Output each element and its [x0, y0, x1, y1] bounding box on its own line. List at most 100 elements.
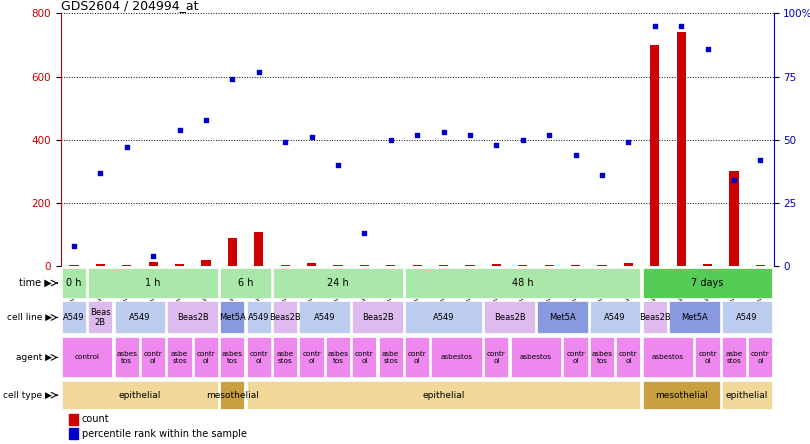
Point [67, 242, 80, 250]
Point [569, 151, 582, 159]
Point [305, 134, 318, 141]
Bar [669, 301, 720, 333]
Text: asbestos: asbestos [441, 354, 473, 361]
Bar [492, 264, 501, 266]
Text: cell type ▶: cell type ▶ [3, 391, 52, 400]
Bar [168, 301, 218, 333]
Text: Beas
2B: Beas 2B [90, 308, 111, 327]
Bar [280, 265, 290, 266]
Text: contr
ol: contr ol [487, 351, 505, 364]
Text: contr
ol: contr ol [751, 351, 769, 364]
Bar [642, 337, 693, 377]
Point [279, 139, 292, 146]
Bar [273, 268, 403, 298]
Text: time ▶: time ▶ [19, 278, 52, 288]
Bar [88, 301, 113, 333]
Point [437, 129, 450, 136]
Bar [62, 301, 86, 333]
Point [701, 45, 714, 52]
Text: Met5A: Met5A [681, 313, 708, 322]
Text: 0 h: 0 h [66, 278, 82, 288]
Point [94, 169, 107, 176]
Bar [564, 337, 588, 377]
Point [463, 131, 476, 139]
Bar [352, 337, 377, 377]
Bar [96, 264, 105, 266]
Text: 1 h: 1 h [146, 278, 161, 288]
Bar [432, 337, 482, 377]
Bar [729, 171, 739, 266]
Point [411, 131, 424, 139]
Text: Beas2B: Beas2B [177, 313, 209, 322]
Text: A549: A549 [248, 313, 270, 322]
Bar [722, 381, 773, 409]
Bar [405, 268, 641, 298]
Bar [307, 262, 316, 266]
Text: asbestos: asbestos [652, 354, 684, 361]
Bar [220, 268, 271, 298]
Bar [273, 337, 297, 377]
Text: contr
ol: contr ol [407, 351, 427, 364]
Bar [220, 301, 245, 333]
Bar [228, 238, 237, 266]
Bar [148, 262, 158, 266]
Text: control: control [75, 354, 100, 361]
Text: 6 h: 6 h [238, 278, 254, 288]
Point [252, 68, 265, 75]
Text: epithelial: epithelial [422, 391, 465, 400]
Point [727, 177, 740, 184]
Bar [220, 337, 245, 377]
Point [648, 22, 661, 29]
Bar [300, 301, 350, 333]
Text: asbes
tos: asbes tos [222, 351, 243, 364]
Bar [616, 337, 641, 377]
Point [199, 116, 212, 123]
Bar [168, 337, 192, 377]
Bar [722, 301, 773, 333]
Bar [703, 264, 712, 266]
Text: asbes
tos: asbes tos [327, 351, 348, 364]
Text: Met5A: Met5A [549, 313, 576, 322]
Point [490, 141, 503, 148]
Bar [378, 337, 403, 377]
Bar [114, 337, 139, 377]
Bar [300, 337, 324, 377]
Bar [62, 337, 113, 377]
Text: 7 days: 7 days [692, 278, 724, 288]
Text: A549: A549 [433, 313, 454, 322]
Text: count: count [82, 414, 109, 424]
Bar [405, 301, 482, 333]
Bar [88, 268, 218, 298]
Bar [62, 268, 86, 298]
Bar [439, 265, 448, 266]
Text: epithelial: epithelial [726, 391, 769, 400]
Text: Beas2B: Beas2B [639, 313, 671, 322]
Bar [590, 337, 614, 377]
Text: asbestos: asbestos [520, 354, 552, 361]
Bar [642, 381, 720, 409]
Point [543, 131, 556, 139]
Text: contr
ol: contr ol [355, 351, 373, 364]
Text: contr
ol: contr ol [698, 351, 717, 364]
Text: mesothelial: mesothelial [654, 391, 708, 400]
Bar [326, 337, 350, 377]
Point [516, 136, 529, 143]
Bar [62, 381, 218, 409]
Text: A549: A549 [604, 313, 626, 322]
Bar [220, 381, 245, 409]
Text: agent ▶: agent ▶ [16, 353, 52, 362]
Bar [484, 301, 535, 333]
Text: 24 h: 24 h [327, 278, 349, 288]
Bar [141, 337, 165, 377]
Bar [696, 337, 720, 377]
Bar [175, 264, 184, 266]
Text: contr
ol: contr ol [566, 351, 585, 364]
Point [331, 162, 344, 169]
Bar [518, 265, 527, 266]
Bar [246, 301, 271, 333]
Text: mesothelial: mesothelial [206, 391, 258, 400]
Text: contr
ol: contr ol [197, 351, 215, 364]
Text: 48 h: 48 h [512, 278, 534, 288]
Text: A549: A549 [63, 313, 85, 322]
Point [120, 144, 133, 151]
